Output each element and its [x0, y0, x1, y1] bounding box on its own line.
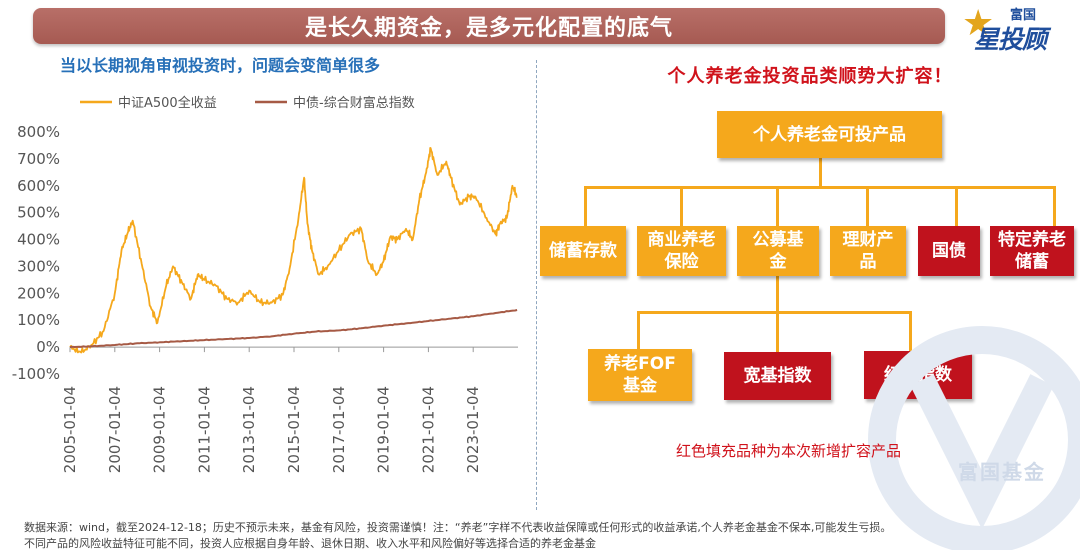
connector-l1-0: [584, 186, 587, 230]
product-pension-fof: 养老FOF基金: [588, 349, 692, 401]
flowchart-title: 个人养老金投资品类顺势大扩容！: [667, 66, 953, 87]
y-tick-label: 0%: [36, 338, 60, 356]
connector-level2-bar: [637, 311, 912, 314]
x-tick-label: 2005-01-04: [61, 386, 79, 473]
y-tick-label: 700%: [17, 150, 60, 168]
product-commercial-insurance: 商业养老保险: [637, 226, 726, 276]
product-wealth-management: 理财产品: [830, 226, 906, 276]
connector-l1-2: [776, 186, 779, 230]
product-treasury-bond: 国债: [918, 226, 980, 276]
watermark-text: 富国基金: [958, 460, 1046, 484]
y-tick-label: 600%: [17, 177, 60, 195]
x-tick-label: 2009-01-04: [151, 386, 169, 473]
x-tick-label: 2015-01-04: [285, 386, 303, 473]
line-chart: 中证A500全收益 中债-综合财富总指数 800% 700% 600% 500% 400%…: [12, 95, 518, 473]
x-tick-label: 2023-01-04: [464, 386, 482, 473]
chart-subtitle: 当以长期视角审视投资时，问题会变简单很多: [60, 56, 381, 75]
y-tick-label: 100%: [17, 311, 60, 329]
page-title: 是长久期资金，是多元化配置的底气: [33, 8, 945, 44]
connector-root-down: [819, 157, 822, 187]
connector-l1-4: [955, 186, 958, 230]
connector-level1-bar: [584, 186, 1056, 189]
root-product-box: 个人养老金可投产品: [717, 111, 942, 158]
connector-l1-1: [680, 186, 683, 230]
x-tick-label: 2013-01-04: [240, 386, 258, 473]
footer-line-1: 数据来源：wind，截至2024-12-18；历史不预示未来，基金有风险，投资需…: [24, 521, 892, 534]
connector-l2-1: [776, 311, 779, 352]
x-tick-label: 2021-01-04: [419, 386, 437, 473]
brand-logo: ★ 富国 星投顾: [962, 4, 1072, 56]
y-tick-label: 400%: [17, 231, 60, 249]
series-line-0: [69, 147, 518, 354]
series-line-1: [69, 309, 518, 349]
logo-main-text: 星投顾: [974, 25, 1047, 54]
logo-top-text: 富国: [1010, 8, 1037, 23]
y-axis: 800% 700% 600% 500% 400% 300% 200% 100% 0% -100%: [12, 123, 518, 383]
x-axis: 2005-01-04 2007-01-04 2009-01-04 2011-01-04…: [61, 347, 482, 473]
y-tick-label: 800%: [17, 123, 60, 141]
connector-l1-5: [1053, 186, 1056, 230]
y-tick-label: 200%: [17, 284, 60, 302]
section-divider: [536, 60, 537, 510]
footer-disclaimer: 数据来源：wind，截至2024-12-18；历史不预示未来，基金有风险，投资需…: [24, 520, 1074, 552]
chart-legend: 中证A500全收益 中债-综合财富总指数: [80, 95, 415, 111]
watermark-emblem: [868, 326, 1080, 550]
x-tick-label: 2017-01-04: [330, 386, 348, 473]
legend-note: 红色填充品种为本次新增扩容产品: [676, 442, 902, 460]
legend-label-0: 中证A500全收益: [118, 95, 217, 111]
y-tick-label: 500%: [17, 204, 60, 222]
y-tick-label: -100%: [12, 365, 60, 383]
connector-l2-2: [909, 311, 912, 352]
x-tick-label: 2007-01-04: [106, 386, 124, 473]
y-tick-label: 300%: [17, 257, 60, 275]
product-savings-deposit: 储蓄存款: [540, 226, 626, 276]
product-broad-index: 宽基指数: [724, 352, 831, 400]
footer-line-2: 不同产品的风险收益特征可能不同，投资人应根据自身年龄、退休日期、收入水平和风险偏…: [24, 537, 596, 550]
x-tick-label: 2019-01-04: [375, 386, 393, 473]
legend-label-1: 中债-综合财富总指数: [293, 95, 415, 111]
connector-fund-down: [776, 276, 779, 313]
x-tick-label: 2011-01-04: [195, 386, 213, 473]
connector-l2-0: [637, 311, 640, 352]
star-icon: ★: [962, 3, 995, 44]
chart-series: [69, 147, 518, 354]
connector-l1-3: [866, 186, 869, 230]
product-public-fund: 公募基金: [737, 226, 819, 276]
product-special-pension-savings: 特定养老储蓄: [990, 226, 1074, 276]
